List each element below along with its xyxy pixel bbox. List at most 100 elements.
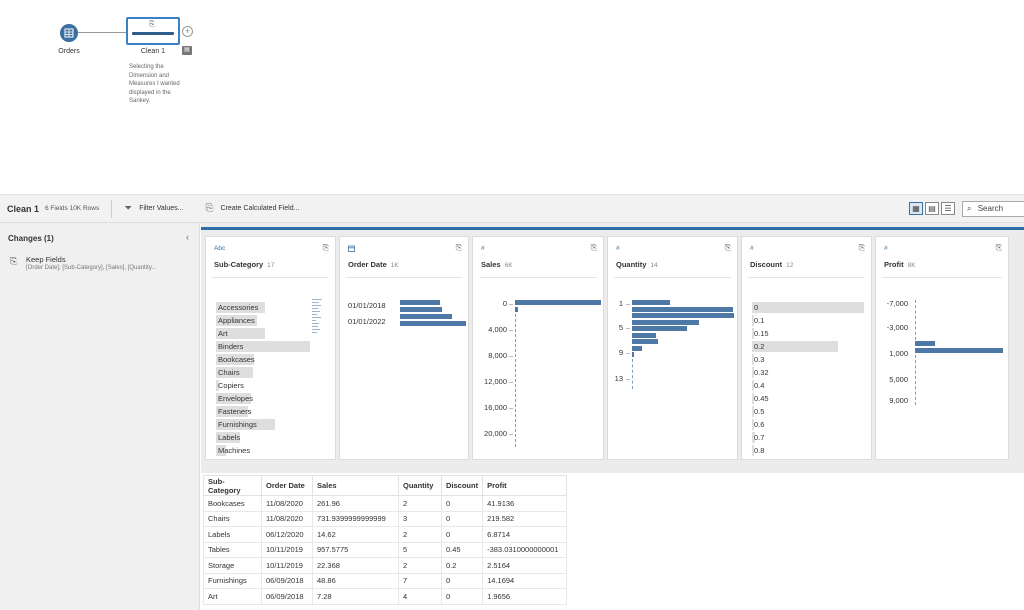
filter-values-label: Filter Values... [139, 205, 184, 212]
list-item[interactable]: 0.45 [752, 393, 864, 404]
axis-tick [509, 408, 513, 409]
collapse-pane-icon[interactable]: ‹ [186, 232, 189, 242]
field-card-quantity[interactable]: # ⎘ Quantity 14 1 5 9 13 [607, 236, 738, 460]
histogram-bar[interactable] [915, 348, 1003, 353]
histogram-bar[interactable] [632, 332, 657, 338]
histogram-bar[interactable] [632, 352, 635, 357]
list-item-label: Fasteners [218, 407, 252, 416]
histogram-bar[interactable] [915, 341, 936, 346]
histogram-bar[interactable] [632, 300, 670, 305]
histogram-bar[interactable] [400, 307, 442, 312]
field-menu-icon[interactable]: ⎘ [995, 243, 1002, 252]
list-item[interactable]: 0.7 [752, 432, 864, 443]
table-cell: 261.96 [312, 495, 399, 512]
list-item-label: 0.1 [754, 316, 765, 325]
histogram-bar[interactable] [400, 314, 452, 319]
histogram-bar[interactable] [632, 313, 734, 318]
field-menu-icon[interactable]: ⎘ [455, 243, 462, 252]
field-card-sales[interactable]: # ⎘ Sales 6K 0 4,000 8,000 12,000 16,000 20,00… [472, 236, 604, 460]
grid-view-icon[interactable]: ▤ [925, 202, 939, 215]
table-row[interactable]: Tables 10/11/2019 957.5775 5 0.45 -383.031000… [203, 541, 568, 558]
list-item[interactable]: Bookcases [216, 354, 310, 365]
field-count: 1K [390, 262, 399, 269]
field-card-order-date[interactable]: ⎘ Order Date 1K 01/01/2018 01/01/2022 [339, 236, 469, 460]
value-bar [752, 393, 754, 404]
table-cell: 2 [398, 526, 442, 543]
field-name: Sales 6K [481, 260, 513, 269]
profile-view-icon[interactable]: ▦ [909, 202, 923, 215]
list-item-label: 0.2 [754, 342, 765, 351]
list-item[interactable]: Labels [216, 432, 310, 443]
search-input[interactable]: ⌕ Search [962, 201, 1024, 217]
list-item[interactable]: 0 [752, 302, 864, 313]
histogram-bar[interactable] [515, 300, 601, 305]
histogram-bar[interactable] [632, 339, 658, 344]
column-header[interactable]: Sales [312, 475, 399, 496]
list-item[interactable]: 0.5 [752, 406, 864, 417]
field-menu-icon[interactable]: ⎘ [590, 243, 597, 252]
list-item[interactable]: Chairs [216, 367, 310, 378]
table-row[interactable]: Furnishings 06/09/2018 48.86 7 0 14.1694 [203, 572, 568, 589]
distribution-tail [632, 359, 633, 389]
table-cell: 957.5775 [312, 541, 399, 558]
list-item[interactable]: Fasteners [216, 406, 310, 417]
list-item[interactable]: 0.3 [752, 354, 864, 365]
list-item[interactable]: 0.6 [752, 419, 864, 430]
orders-input-node[interactable] [60, 24, 78, 42]
field-card-profit[interactable]: # ⎘ Profit 8K -7,000 -3,000 1,000 5,000 9,000 [875, 236, 1009, 460]
histogram-bar[interactable] [632, 319, 700, 325]
list-item[interactable]: 0.8 [752, 445, 864, 456]
distribution-tail [515, 314, 516, 447]
column-header[interactable]: Order Date [261, 475, 313, 496]
comment-icon[interactable]: ▤ [182, 46, 192, 55]
list-item[interactable]: Envelopes [216, 393, 310, 404]
column-header[interactable]: Discount [440, 475, 484, 496]
field-name: Profit 8K [884, 260, 916, 269]
list-item[interactable]: Accessories [216, 302, 310, 313]
mini-scroll-overview[interactable] [312, 299, 326, 337]
list-item[interactable]: 0.2 [752, 341, 864, 352]
list-item-label: 0.8 [754, 446, 765, 455]
clean-step-node[interactable]: ⎘ [126, 17, 180, 45]
list-item[interactable]: Copiers [216, 380, 310, 391]
histogram-bar[interactable] [400, 321, 467, 326]
list-item[interactable]: 0.4 [752, 380, 864, 391]
field-menu-icon[interactable]: ⎘ [858, 243, 865, 252]
list-item[interactable]: 0.32 [752, 367, 864, 378]
list-item[interactable]: Binders [216, 341, 310, 352]
list-item-label: Envelopes [218, 394, 254, 403]
field-card-discount[interactable]: # ⎘ Discount 12 0 0.1 0.15 0.2 0.3 0.32 0.4 0.45… [741, 236, 872, 460]
list-item[interactable]: Art [216, 328, 310, 339]
column-header[interactable]: Quantity [398, 475, 442, 496]
axis-tick [626, 328, 630, 329]
field-menu-icon[interactable]: ⎘ [724, 243, 731, 252]
table-row[interactable]: Art 06/09/2018 7.28 4 0 1.9656 [203, 588, 568, 605]
histogram-bar[interactable] [632, 326, 688, 331]
list-item[interactable]: Machines [216, 445, 310, 456]
field-card-sub-category[interactable]: Abc ⎘ Sub-Category 17 Accessories Applianc… [205, 236, 336, 460]
add-step-icon[interactable]: + [182, 26, 193, 37]
table-cell: 14.1694 [482, 572, 568, 589]
table-row[interactable]: Chairs 11/08/2020 731.9399999999999 3 0 219.5… [203, 510, 568, 527]
list-item[interactable]: Appliances [216, 315, 310, 326]
histogram-bar[interactable] [400, 300, 441, 305]
table-row[interactable]: Storage 10/11/2019 22.368 2 0.2 2.5164 [203, 557, 568, 574]
list-view-icon[interactable]: ☰ [941, 202, 955, 215]
change-item-name[interactable]: Keep Fields [26, 255, 66, 264]
column-header[interactable]: Profit [482, 475, 568, 496]
field-menu-icon[interactable]: ⎘ [322, 243, 329, 252]
histogram-bar[interactable] [632, 306, 733, 312]
list-item[interactable]: 0.15 [752, 328, 864, 339]
histogram-bar[interactable] [515, 307, 518, 312]
field-count: 6K [504, 262, 513, 269]
list-item[interactable]: Furnishings [216, 419, 310, 430]
axis-tick-label: -3,000 [886, 323, 908, 332]
table-row[interactable]: Bookcases 11/08/2020 261.96 2 0 41.9136 [203, 495, 568, 512]
histogram-bar[interactable] [632, 345, 643, 351]
list-item[interactable]: 0.1 [752, 315, 864, 326]
axis-tick [509, 304, 513, 305]
table-row[interactable]: Labels 06/12/2020 14.62 2 0 6.8714 [203, 526, 568, 543]
create-calculated-field-button[interactable]: ⎘ Create Calculated Field... [205, 203, 299, 214]
filter-values-button[interactable]: ⏷ Filter Values... [124, 203, 183, 214]
column-header[interactable]: Sub-Category [203, 475, 262, 496]
